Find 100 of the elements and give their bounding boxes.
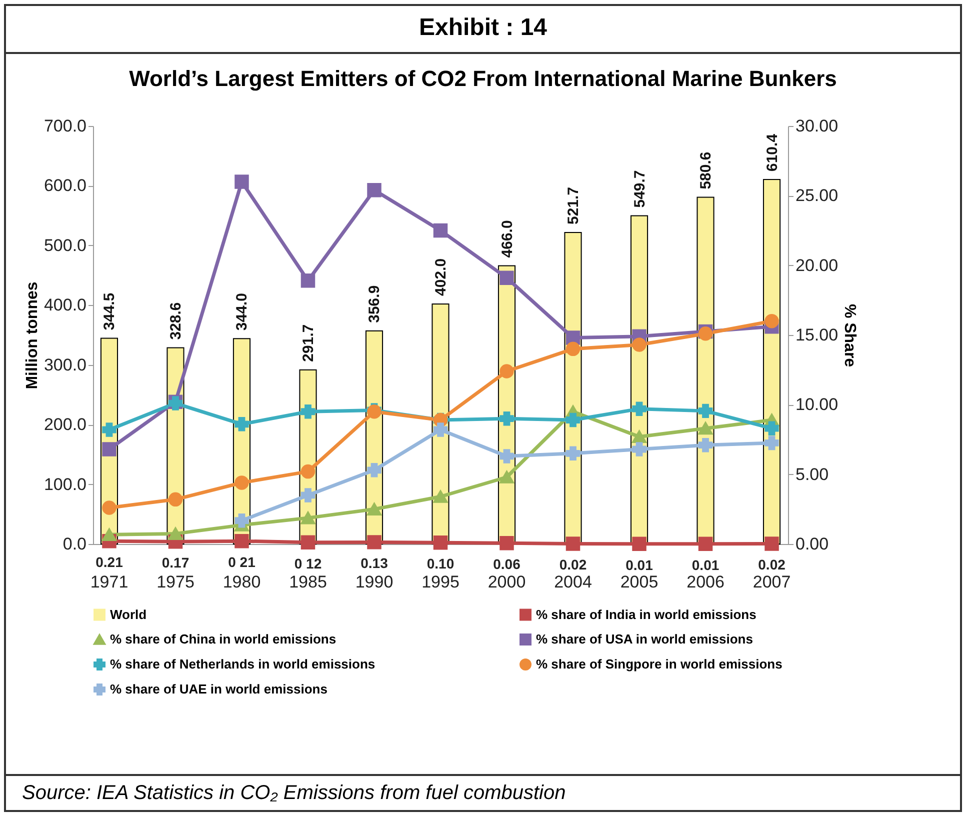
point: [367, 463, 382, 478]
point: [102, 442, 116, 456]
data-label: 466.0: [498, 220, 516, 258]
y2-tick-label: 10.00: [796, 395, 838, 414]
point: [698, 422, 713, 435]
data-label: 0.17: [162, 554, 190, 571]
data-label: 549.7: [631, 170, 648, 208]
data-label: 0 21: [228, 554, 256, 570]
y2-tick-label: 25.00: [796, 186, 838, 206]
point: [102, 422, 116, 437]
chart-title: Exhibit : 14: [4, 4, 962, 54]
point: [500, 470, 514, 484]
data-label: 344.5: [101, 292, 118, 330]
point: [433, 535, 448, 550]
data-label: 0.13: [360, 555, 388, 572]
x-tick-label: 2005: [620, 572, 658, 592]
point: [300, 274, 316, 288]
data-label: 402.0: [432, 258, 450, 296]
point: [367, 182, 382, 198]
y-tick-label: 100.0: [44, 474, 86, 494]
y2-tick-label: 20.00: [796, 256, 838, 275]
point: [102, 500, 116, 515]
y-tick-label: 400.0: [44, 296, 86, 315]
data-label: 344.0: [234, 293, 251, 331]
data-label: 580.6: [698, 152, 715, 190]
legend-label: % share of China in world emissions: [110, 632, 336, 646]
x-tick-label: 2006: [686, 572, 724, 592]
point: [500, 536, 514, 550]
point: [500, 449, 514, 464]
point: [234, 534, 249, 548]
point: [168, 492, 183, 507]
data-label: 328.6: [167, 302, 184, 340]
legend-label: % share of India in world emissions: [536, 606, 756, 622]
point: [367, 535, 382, 550]
point: [698, 404, 713, 418]
x-tick-label: 1980: [222, 572, 261, 592]
point: [632, 338, 646, 352]
source-note: Source: IEA Statistics in CO₂ Emissions from fuel combustion: [22, 782, 566, 805]
y-tick-label: 600.0: [44, 176, 86, 196]
point: [300, 512, 316, 524]
y-axis-title: Million tonnes: [24, 282, 41, 390]
point: [566, 446, 580, 461]
point: [632, 430, 646, 444]
y-tick-label: 200.0: [44, 415, 86, 434]
point: [367, 502, 382, 516]
point: [632, 536, 646, 551]
legend-label: % share of UAE in world emissions: [110, 682, 328, 696]
point: [234, 174, 249, 189]
data-label: 291.7: [300, 324, 317, 362]
point: [698, 438, 713, 452]
data-label: 0.06: [493, 556, 521, 572]
x-tick-label: 1995: [422, 572, 460, 592]
point: [300, 404, 316, 419]
point: [566, 342, 580, 356]
data-label: 521.7: [565, 186, 582, 224]
data-label: 0.10: [426, 556, 454, 572]
y2-tick-label: 5.00: [796, 464, 829, 484]
point: [433, 422, 448, 437]
point: [234, 417, 249, 432]
data-label: 356.9: [366, 285, 384, 323]
data-label: 0.02: [559, 556, 587, 573]
legend-label: % share of USA in world emissions: [536, 632, 753, 646]
point: [234, 476, 249, 490]
data-label: 610.4: [764, 133, 781, 172]
point: [764, 314, 779, 328]
point: [300, 464, 316, 479]
point: [500, 270, 514, 285]
y-tick-label: 500.0: [44, 236, 86, 255]
x-tick-label: 2004: [554, 572, 592, 592]
point: [433, 490, 448, 503]
y2-tick-label: 0.00: [796, 534, 829, 554]
point: [566, 536, 580, 551]
y2-tick-label: 15.00: [796, 326, 838, 344]
point: [698, 536, 713, 551]
point: [632, 402, 646, 416]
x-tick-label: 1975: [156, 572, 194, 592]
data-label: 0.01: [692, 556, 720, 573]
point: [168, 527, 183, 540]
point: [300, 488, 316, 502]
y-tick-label: 700.0: [44, 116, 86, 136]
chart-subtitle: World’s Largest Emitters of CO2 From International Marine Bunkers: [128, 66, 838, 92]
y2-axis-title: % Share: [841, 304, 858, 368]
x-tick-label: 1985: [289, 572, 327, 592]
data-label: 0.02: [758, 556, 786, 573]
point: [500, 411, 514, 426]
data-label: 0.01: [626, 556, 654, 573]
legend-label: % share of Netherlands in world emissions: [110, 656, 376, 672]
y-tick-label: 0.0: [62, 534, 86, 554]
legend-label: % share of Singpore in world emissions: [536, 656, 782, 672]
data-label: 0.21: [96, 554, 124, 570]
point: [764, 421, 779, 436]
x-tick-label: 2000: [488, 572, 526, 592]
point: [102, 528, 116, 541]
legend-label: World: [110, 606, 147, 622]
point: [566, 412, 580, 428]
x-tick-label: 1990: [355, 572, 394, 592]
point: [764, 436, 779, 450]
x-tick-label: 2007: [752, 572, 791, 592]
y2-tick-label: 30.00: [796, 116, 838, 136]
data-label: 0 12: [294, 555, 322, 572]
